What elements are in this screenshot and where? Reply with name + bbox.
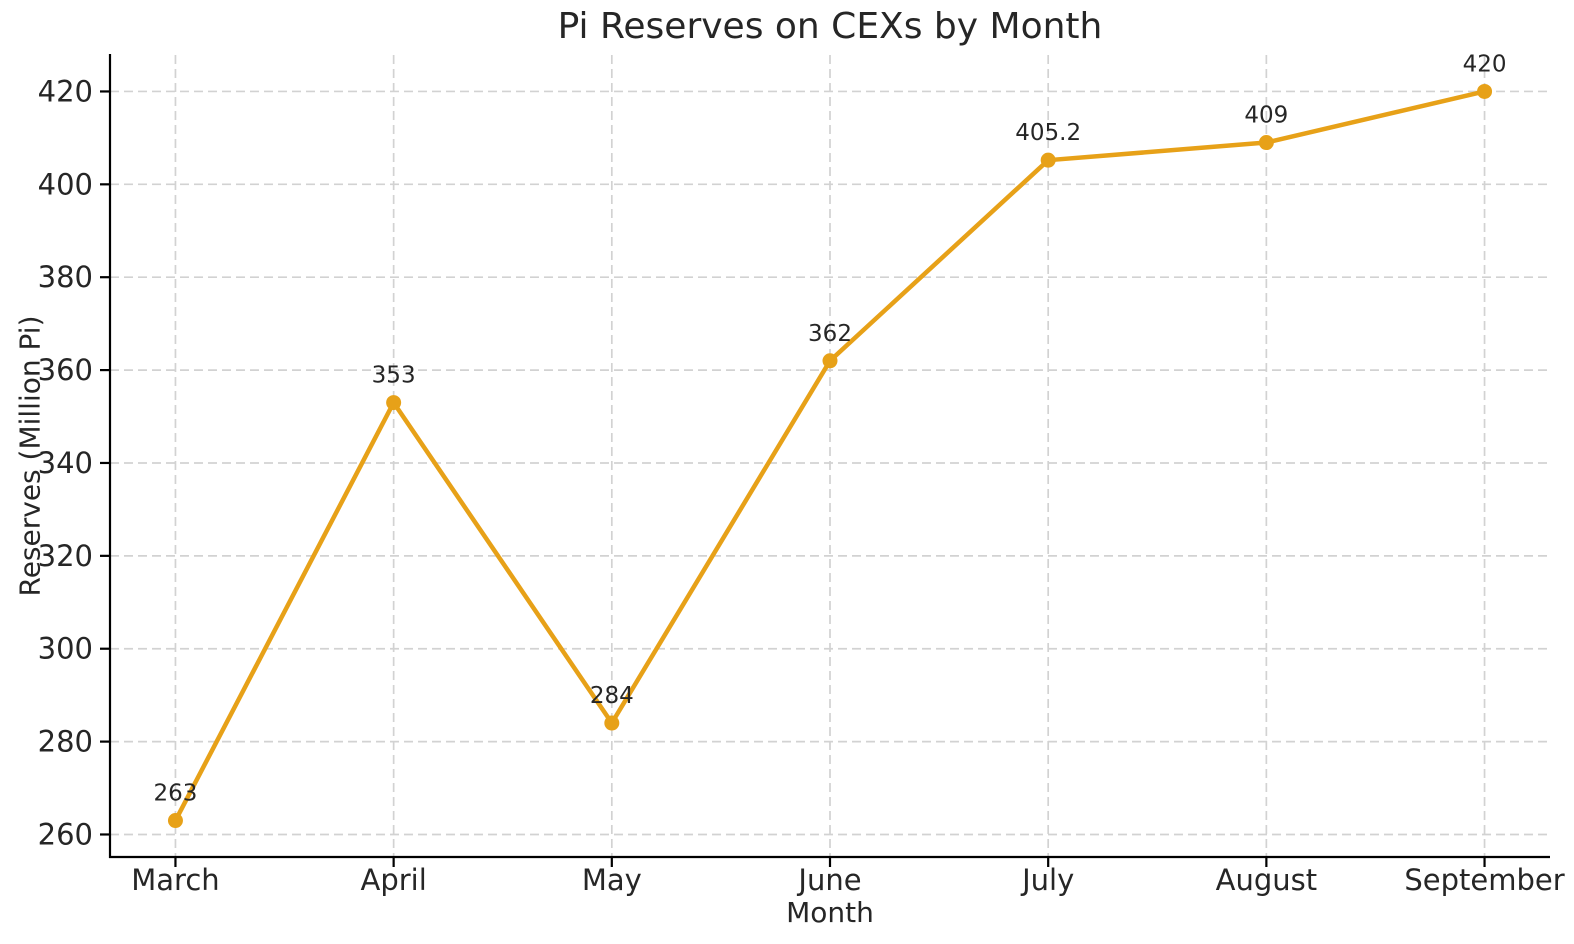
x-tick-label: May — [582, 863, 642, 897]
point-value-label: 420 — [1463, 51, 1507, 77]
y-tick-label: 340 — [38, 446, 93, 480]
y-tick-label: 400 — [38, 167, 93, 201]
chart-title: Pi Reserves on CEXs by Month — [557, 6, 1103, 47]
x-tick-label: April — [360, 863, 426, 897]
data-point-marker — [1258, 135, 1274, 151]
point-value-label: 263 — [154, 781, 198, 807]
data-point-marker — [604, 715, 620, 731]
x-tick-label: March — [131, 863, 219, 897]
y-tick-label: 360 — [38, 353, 93, 387]
x-tick-label: July — [1020, 863, 1074, 897]
y-tick-label: 280 — [38, 725, 93, 759]
data-point-marker — [1040, 152, 1056, 168]
point-value-label: 362 — [808, 321, 852, 347]
data-point-marker — [1477, 83, 1493, 99]
x-tick-label: June — [796, 863, 861, 897]
point-value-label: 353 — [372, 363, 416, 389]
y-tick-label: 300 — [38, 632, 93, 666]
y-tick-label: 420 — [38, 74, 93, 108]
x-tick-label: August — [1216, 863, 1318, 897]
y-tick-label: 320 — [38, 539, 93, 573]
point-value-label: 405.2 — [1015, 120, 1081, 146]
data-point-marker — [822, 353, 838, 369]
point-value-label: 284 — [590, 683, 634, 709]
data-point-marker — [167, 813, 183, 829]
y-tick-label: 380 — [38, 260, 93, 294]
x-tick-label: September — [1404, 863, 1564, 897]
y-axis-label: Reserves (Million Pi) — [13, 315, 47, 597]
point-value-label: 409 — [1244, 103, 1288, 129]
x-axis-label: Month — [786, 896, 874, 929]
data-point-marker — [386, 395, 402, 411]
y-tick-label: 260 — [38, 817, 93, 851]
